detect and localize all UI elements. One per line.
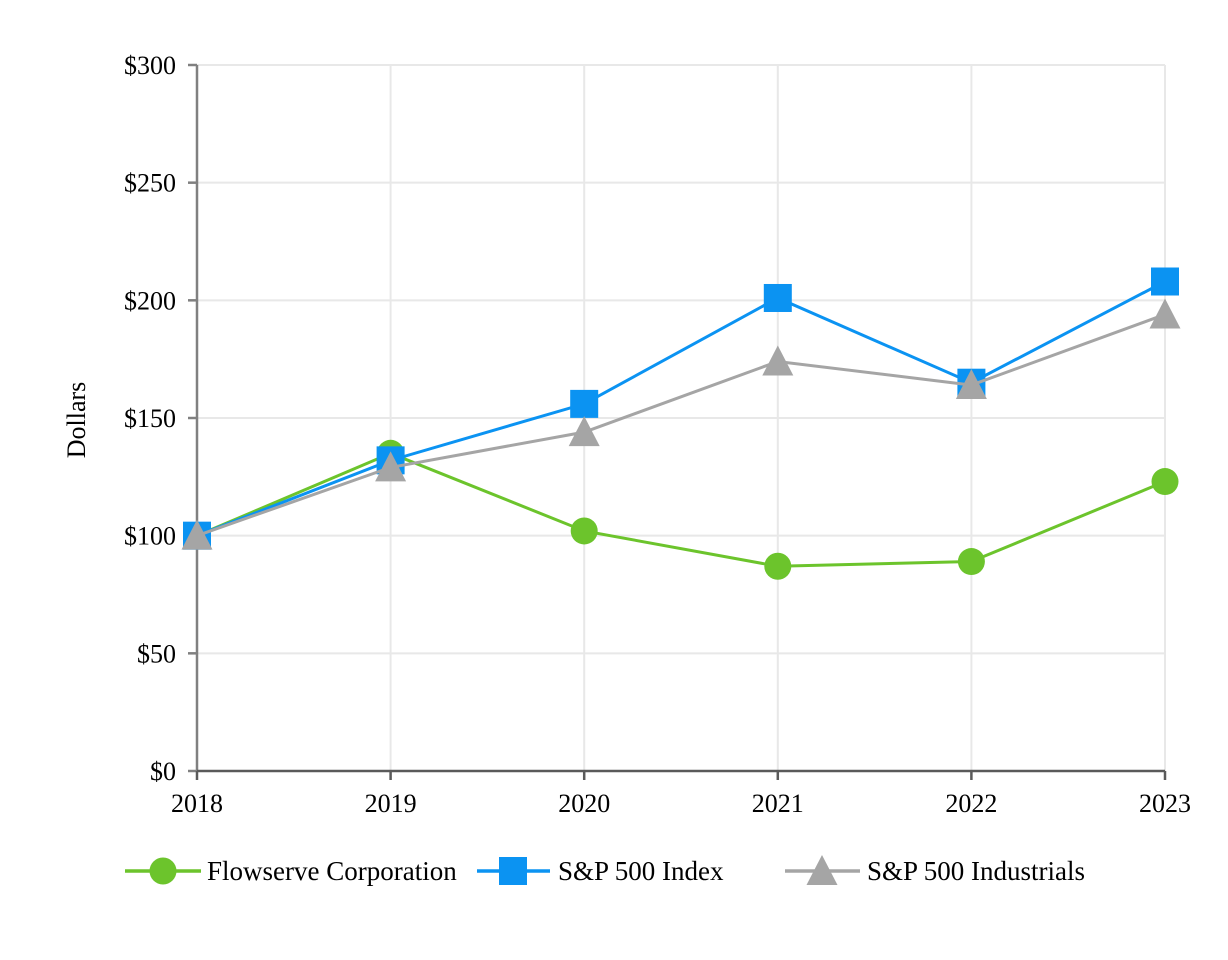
legend-label: Flowserve Corporation xyxy=(207,856,457,886)
y-tick-label: $300 xyxy=(124,51,176,80)
triangle-marker xyxy=(1149,298,1181,329)
square-marker xyxy=(763,283,792,312)
x-tick-label: 2020 xyxy=(558,789,610,818)
x-tick-label: 2019 xyxy=(365,789,417,818)
x-tick-label: 2022 xyxy=(945,789,997,818)
square-marker xyxy=(1151,267,1179,296)
triangle-marker xyxy=(375,451,407,482)
y-tick-label: $200 xyxy=(124,286,176,315)
y-tick-label: $250 xyxy=(124,169,176,198)
legend-circle-marker xyxy=(149,857,177,885)
y-tick-label: $100 xyxy=(124,522,176,551)
triangle-marker xyxy=(762,345,794,376)
triangle-marker xyxy=(568,416,600,447)
series-line xyxy=(196,451,1166,568)
triangle-marker xyxy=(955,369,987,400)
x-tick-label: 2023 xyxy=(1139,789,1191,818)
legend-label: S&P 500 Industrials xyxy=(867,856,1085,886)
circle-marker xyxy=(570,517,598,545)
legend-square-marker xyxy=(499,857,527,885)
x-tick-label: 2021 xyxy=(752,789,804,818)
legend-label: S&P 500 Index xyxy=(558,856,724,886)
y-tick-label: $150 xyxy=(124,404,176,433)
series-line xyxy=(196,280,1166,538)
y-tick-label: $50 xyxy=(137,639,176,668)
square-marker xyxy=(570,389,599,418)
series-line xyxy=(196,313,1166,538)
circle-marker xyxy=(1151,468,1179,496)
circle-marker xyxy=(764,552,792,580)
circle-marker xyxy=(957,548,985,576)
legend-triangle-marker xyxy=(806,855,838,885)
y-axis-title: Dollars xyxy=(62,382,91,459)
y-tick-label: $0 xyxy=(150,757,176,786)
triangle-marker xyxy=(181,519,213,550)
x-tick-label: 2018 xyxy=(171,789,223,818)
